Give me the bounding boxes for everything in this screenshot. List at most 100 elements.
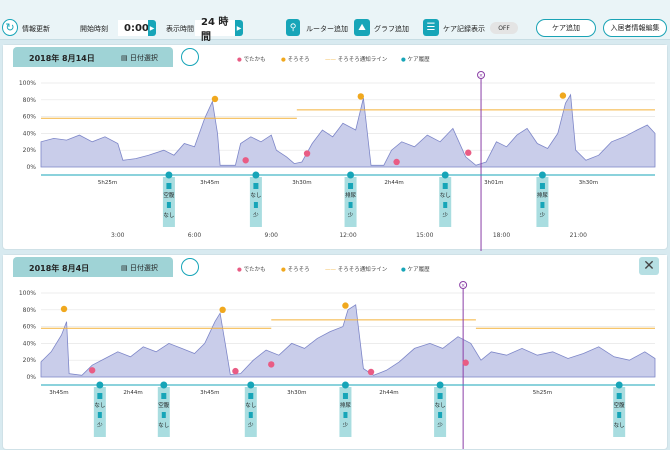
interval-label: 3h30m bbox=[579, 180, 598, 186]
care-top-icon bbox=[166, 183, 172, 189]
resident-edit-button[interactable]: 入居者情報編集 bbox=[603, 19, 667, 37]
out-event-dot bbox=[268, 361, 275, 368]
care-top-label: 空腹 bbox=[163, 191, 175, 199]
x-tick-label: 12:00 bbox=[339, 232, 356, 239]
care-bottom-label: なし bbox=[163, 212, 174, 219]
care-top-label: なし bbox=[440, 192, 451, 199]
y-tick-label: 100% bbox=[19, 290, 36, 297]
care-record-icon[interactable]: ☰ bbox=[423, 19, 439, 36]
display-time-value[interactable]: 24 時間 bbox=[195, 17, 235, 43]
legend-care: ● ケア履歴 bbox=[401, 265, 430, 273]
interval-label: 2h44m bbox=[384, 180, 403, 186]
y-tick-label: 20% bbox=[23, 147, 37, 154]
print-icon[interactable] bbox=[181, 48, 199, 66]
care-add-button[interactable]: ケア追加 bbox=[536, 19, 596, 37]
y-tick-label: 60% bbox=[23, 114, 37, 121]
care-bottom-label: 少 bbox=[437, 422, 443, 429]
care-bottom-label: 少 bbox=[248, 422, 254, 429]
date-label: 2018年 8月4日 bbox=[29, 264, 90, 273]
y-tick-label: 40% bbox=[23, 340, 37, 347]
legend-care-label: ケア履歴 bbox=[407, 57, 430, 63]
date-select-button[interactable]: ▤ 日付選択 bbox=[121, 54, 158, 62]
x-tick-label: 15:00 bbox=[416, 232, 433, 239]
interval-label: 3h45m bbox=[49, 390, 68, 396]
care-chart: 100% 80% 60% 40% 20% 0% × 3h45m 2h44m 3h45m 3h30m 2… bbox=[19, 281, 656, 449]
x-tick-label: 21:00 bbox=[570, 232, 587, 239]
care-bottom-icon bbox=[438, 412, 443, 418]
care-top-label: 排尿 bbox=[340, 401, 352, 409]
care-top-label: 空腹 bbox=[614, 401, 626, 409]
care-event-dot bbox=[341, 381, 349, 389]
care-bottom-label: なし bbox=[158, 422, 169, 429]
start-time-spinner[interactable]: ▶ bbox=[148, 20, 156, 36]
graph-add-icon[interactable]: ⛰ bbox=[354, 19, 370, 36]
care-event-dot bbox=[96, 381, 104, 389]
date-select-label: 日付選択 bbox=[129, 264, 158, 272]
care-bottom-label: 少 bbox=[343, 422, 349, 429]
refresh-label[interactable]: 情報更新 bbox=[22, 25, 50, 33]
care-bottom-label: なし bbox=[614, 422, 625, 429]
router-add-icon[interactable]: ⚲ bbox=[286, 19, 300, 36]
care-bottom-icon bbox=[248, 412, 253, 418]
y-tick-label: 80% bbox=[23, 97, 37, 104]
chart-panel-2: 2018年 8月4日 ▤ 日付選択 ● でたかも ● そろそろ —— そろそろ通… bbox=[2, 254, 668, 450]
care-dot-icon: ● bbox=[401, 267, 406, 273]
start-time-value[interactable]: 0:00 bbox=[118, 20, 149, 36]
care-event-dot bbox=[436, 381, 444, 389]
interval-label: 3h01m bbox=[484, 180, 503, 186]
soro-event-dot bbox=[211, 95, 219, 103]
graph-add-label[interactable]: グラフ追加 bbox=[374, 25, 409, 33]
x-tick-label: 9:00 bbox=[265, 232, 279, 239]
care-top-label: 排尿 bbox=[345, 191, 357, 199]
chart-panel-1: 2018年 8月14日 ▤ 日付選択 ● でたかも ● そろそろ —— そろそろ… bbox=[2, 44, 668, 251]
care-top-label: 空腹 bbox=[158, 401, 170, 409]
legend-care: ● ケア履歴 bbox=[401, 55, 430, 63]
care-bottom-label: 少 bbox=[348, 212, 354, 219]
care-bottom-icon bbox=[253, 202, 258, 208]
care-event-dot bbox=[615, 381, 623, 389]
date-tab: 2018年 8月4日 ▤ 日付選択 bbox=[13, 257, 173, 277]
x-tick-label: 18:00 bbox=[493, 232, 510, 239]
care-top-icon bbox=[442, 183, 448, 189]
interval-label: 3h30m bbox=[287, 390, 306, 396]
care-bottom-label: 少 bbox=[97, 422, 103, 429]
router-add-label[interactable]: ルーター追加 bbox=[306, 25, 348, 33]
care-top-label: なし bbox=[250, 192, 261, 199]
y-tick-label: 40% bbox=[23, 130, 37, 137]
legend-out: ● でたかも bbox=[237, 55, 266, 63]
date-select-label: 日付選択 bbox=[129, 54, 158, 62]
care-top-label: 排尿 bbox=[537, 191, 549, 199]
out-dot-icon: ● bbox=[237, 267, 242, 273]
care-event-dot bbox=[538, 171, 546, 179]
now-marker bbox=[477, 71, 486, 79]
care-top-icon bbox=[342, 393, 348, 399]
y-tick-label: 80% bbox=[23, 307, 37, 314]
sensor-area-series bbox=[40, 93, 656, 168]
care-event-dot bbox=[247, 381, 255, 389]
care-top-icon bbox=[161, 393, 167, 399]
interval-label: 3h45m bbox=[200, 180, 219, 186]
out-event-dot bbox=[303, 150, 311, 157]
date-select-button[interactable]: ▤ 日付選択 bbox=[121, 264, 158, 272]
care-top-icon bbox=[248, 393, 254, 399]
legend-soro: ● そろそろ bbox=[281, 55, 310, 63]
care-chart: 100% 80% 60% 40% 20% 0% × 5h25m 3h45m 3h30m 2h44m 3… bbox=[19, 71, 656, 251]
legend-out: ● でたかも bbox=[237, 265, 266, 273]
date-label: 2018年 8月14日 bbox=[29, 54, 95, 63]
refresh-icon[interactable]: ↻ bbox=[2, 19, 18, 36]
care-top-label: なし bbox=[94, 402, 105, 409]
care-record-toggle[interactable]: OFF bbox=[490, 22, 518, 34]
legend-line: —— そろそろ通知ライン bbox=[325, 265, 387, 273]
soro-event-dot bbox=[342, 302, 349, 309]
care-event-dot bbox=[347, 171, 355, 179]
now-marker-icon: × bbox=[479, 73, 483, 79]
now-marker bbox=[459, 281, 468, 289]
soro-event-dot bbox=[60, 305, 68, 313]
care-top-icon bbox=[348, 183, 354, 189]
print-icon[interactable] bbox=[181, 258, 199, 276]
soro-event-dot bbox=[357, 93, 364, 100]
close-icon[interactable]: ✕ bbox=[639, 257, 659, 275]
y-tick-label: 60% bbox=[23, 324, 37, 331]
legend-line-label: そろそろ通知ライン bbox=[337, 57, 388, 63]
display-time-spinner[interactable]: ▶ bbox=[235, 20, 243, 36]
